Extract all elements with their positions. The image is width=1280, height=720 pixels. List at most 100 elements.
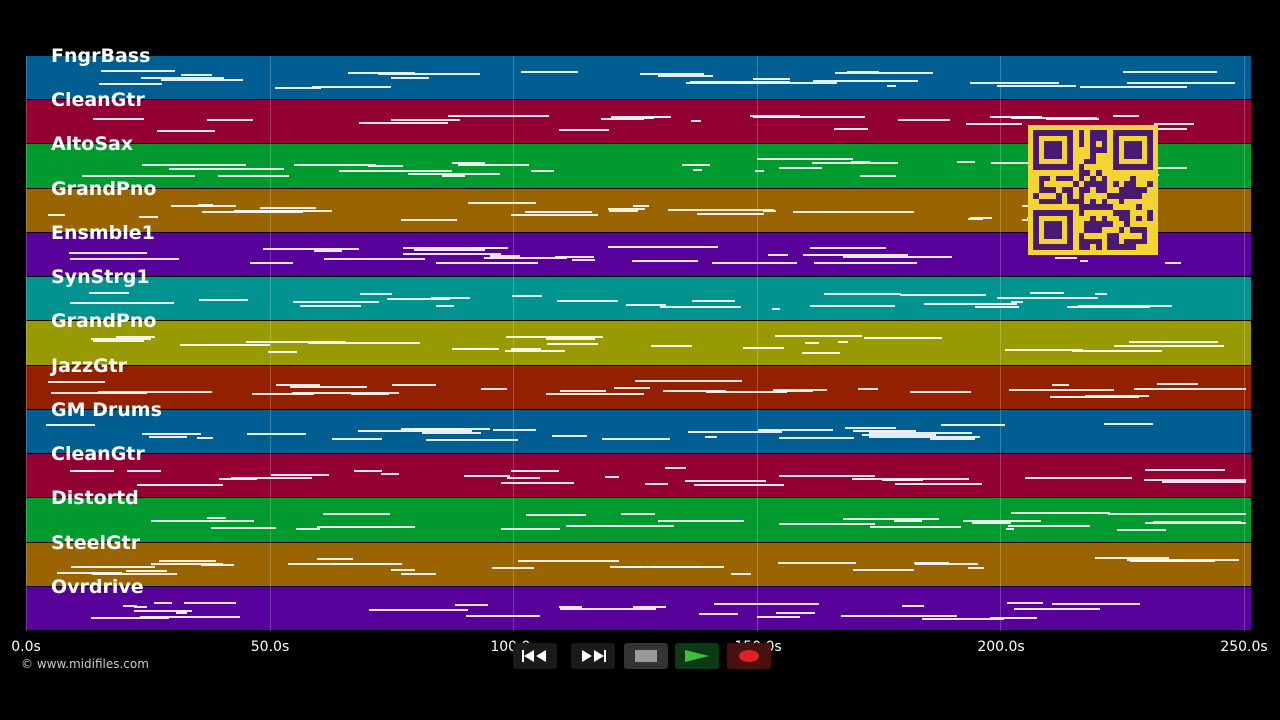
track-lane[interactable]: SteelGtr <box>26 543 1251 587</box>
note-bar <box>250 262 294 264</box>
note-bar <box>1130 560 1215 562</box>
note-bar <box>511 214 599 216</box>
note-bar <box>247 433 306 435</box>
track-lane[interactable]: JazzGtr <box>26 366 1251 410</box>
note-bar <box>448 115 549 117</box>
record-icon <box>738 649 760 663</box>
note-bar <box>860 175 896 177</box>
track-name-label: CleanGtr <box>51 89 145 111</box>
qr-module <box>1079 141 1085 147</box>
track-lane[interactable]: GrandPno <box>26 321 1251 365</box>
rewind-button[interactable] <box>513 643 557 669</box>
note-bar <box>692 300 735 302</box>
note-bar <box>531 170 554 172</box>
note-bar <box>614 387 650 389</box>
note-bar <box>810 305 895 307</box>
note-bar <box>197 437 213 439</box>
note-bar <box>1095 293 1107 295</box>
note-bar <box>776 612 815 614</box>
track-name-label: GM Drums <box>51 399 162 421</box>
note-bar <box>847 71 879 73</box>
note-bar <box>812 162 898 164</box>
note-bar <box>436 262 538 264</box>
note-bar <box>422 432 481 434</box>
qr-module <box>1147 181 1153 187</box>
note-bar <box>910 391 971 393</box>
note-bar <box>339 170 452 172</box>
note-bar <box>348 72 415 74</box>
note-bar <box>668 209 774 211</box>
qr-module <box>1033 130 1039 170</box>
note-bar <box>838 341 848 343</box>
qr-module <box>1044 141 1061 158</box>
note-bar <box>894 520 921 522</box>
note-bar <box>610 566 725 568</box>
note-bar <box>70 302 174 304</box>
track-name-label: JazzGtr <box>51 355 127 377</box>
note-bar <box>605 476 618 478</box>
fast-forward-button[interactable] <box>571 643 615 669</box>
note-bar <box>260 207 316 209</box>
note-bar <box>426 439 519 441</box>
note-bar <box>501 482 574 484</box>
note-bar <box>1072 350 1162 352</box>
note-bar <box>464 475 511 477</box>
play-button[interactable] <box>675 643 719 669</box>
note-bar <box>431 297 470 299</box>
note-bar <box>775 335 862 337</box>
note-bar <box>658 520 745 522</box>
note-bar <box>902 605 924 607</box>
note-bar <box>151 520 254 522</box>
track-lane[interactable]: FngrBass <box>26 56 1251 100</box>
note-bar <box>161 79 243 81</box>
note-bar <box>381 473 399 475</box>
note-bar <box>181 74 213 76</box>
record-button[interactable] <box>727 643 771 669</box>
note-bar <box>324 258 425 260</box>
note-bar <box>48 381 105 383</box>
note-bar <box>685 480 766 482</box>
tick-label: 200.0s <box>977 639 1024 655</box>
note-bar <box>887 85 895 87</box>
note-bar <box>972 522 1011 524</box>
note-bar <box>263 248 359 250</box>
note-bar <box>98 391 212 393</box>
note-bar <box>1008 525 1091 527</box>
track-name-label: SynStrg1 <box>51 266 150 288</box>
note-bar <box>140 616 240 618</box>
note-bar <box>853 430 916 432</box>
note-bar <box>1025 477 1132 479</box>
note-bar <box>1095 557 1169 559</box>
note-bar <box>207 517 226 519</box>
track-lane[interactable]: CleanGtr <box>26 454 1251 498</box>
note-bar <box>1104 423 1153 425</box>
note-bar <box>779 437 854 439</box>
note-bar <box>970 217 992 219</box>
note-bar <box>408 173 500 175</box>
note-bar <box>697 213 764 215</box>
note-bar <box>231 477 313 479</box>
qr-module <box>1084 187 1090 193</box>
note-bar <box>552 435 587 437</box>
play-icon <box>684 649 710 663</box>
note-bar <box>824 293 901 295</box>
track-name-label: AltoSax <box>51 133 133 155</box>
note-bar <box>268 351 297 353</box>
note-bar <box>757 616 800 618</box>
stop-button[interactable] <box>624 643 668 669</box>
track-lane[interactable]: Ovrdrive <box>26 587 1251 631</box>
note-bar <box>403 253 501 255</box>
note-bar <box>975 306 1019 308</box>
note-bar <box>665 467 686 469</box>
track-lane[interactable]: Distortd <box>26 498 1251 542</box>
qr-module <box>1136 204 1142 210</box>
track-lane[interactable]: SynStrg1 <box>26 277 1251 321</box>
qr-module <box>1079 210 1085 216</box>
note-bar <box>803 254 908 256</box>
note-bar <box>101 70 175 72</box>
track-name-label: Distortd <box>51 487 139 509</box>
note-bar <box>609 210 638 212</box>
note-bar <box>201 564 233 566</box>
track-lane[interactable]: GM Drums <box>26 410 1251 454</box>
note-bar <box>442 175 465 177</box>
